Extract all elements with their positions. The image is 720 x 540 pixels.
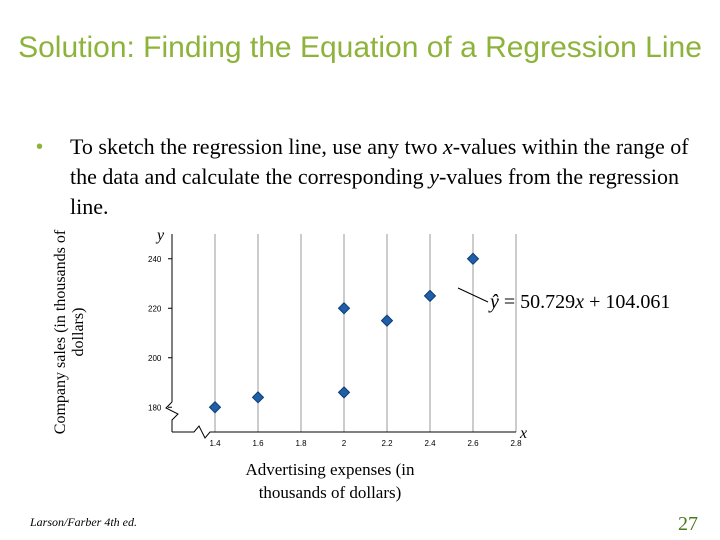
data-point-5 xyxy=(380,314,394,327)
x-tick-label-1.8: 1.8 xyxy=(295,439,307,448)
point-layer xyxy=(208,252,480,414)
y-tick-label-180: 180 xyxy=(148,403,162,412)
grid-layer xyxy=(214,234,517,432)
page-number: 27 xyxy=(678,513,698,535)
bullet-marker: • xyxy=(36,136,44,158)
y-tick-label-220: 220 xyxy=(148,304,162,313)
bullet-text: To sketch the regression line, use any t… xyxy=(70,132,696,222)
data-point-6 xyxy=(423,289,437,303)
equation-rhs-2: + 104.061 xyxy=(584,291,670,313)
bullet-part-1: To sketch the regression line, use any t… xyxy=(70,134,443,159)
x-axis-label: Advertising expenses (in thousands of do… xyxy=(245,460,415,502)
y-axis-break xyxy=(165,401,179,432)
bullet-x-var: x xyxy=(442,134,453,159)
x-tick-label-2.8: 2.8 xyxy=(510,439,522,448)
data-point-2 xyxy=(251,391,265,404)
bullet-part-3: -values from the regression line. xyxy=(70,164,680,219)
data-point-4 xyxy=(337,386,351,399)
equation-var: x xyxy=(574,291,584,313)
y-tick-label-240: 240 xyxy=(148,255,162,264)
data-point-1 xyxy=(208,401,222,414)
y-axis-var: y xyxy=(155,227,165,244)
regression-equation: ŷ = 50.729x + 104.061 xyxy=(488,291,670,313)
bullet-point: • To sketch the regression line, use any… xyxy=(36,132,696,222)
axis-layer xyxy=(165,234,516,439)
x-axis-line xyxy=(172,425,516,439)
bullet-part-2: -values within the range of the data and… xyxy=(70,134,689,189)
equation-pointer-line xyxy=(457,287,489,303)
x-tick-label-1.4: 1.4 xyxy=(209,439,221,448)
equation-rhs-1: = 50.729 xyxy=(499,291,575,313)
slide-title: Solution: Finding the Equation of a Regr… xyxy=(18,31,702,64)
data-point-3 xyxy=(337,302,351,315)
y-axis-label: Company sales (in thousands of dollars) xyxy=(52,229,87,435)
y-tick-label-200: 200 xyxy=(148,354,162,363)
x-tick-label-2.6: 2.6 xyxy=(467,439,479,448)
bullet-y-var: y xyxy=(429,164,439,189)
x-axis-var: x xyxy=(519,425,527,442)
tick-layer: 1.4 1.6 1.8 2 2.2 2.4 2.6 2.8 180 200 220 240 xyxy=(148,255,522,448)
equation-lhs: ŷ xyxy=(488,291,499,313)
x-tick-label-2: 2 xyxy=(342,439,347,448)
footer-source: Larson/Farber 4th ed. xyxy=(30,515,138,529)
x-tick-label-2.2: 2.2 xyxy=(381,439,393,448)
x-tick-label-2.4: 2.4 xyxy=(424,439,436,448)
data-point-7 xyxy=(466,252,480,265)
x-tick-label-1.6: 1.6 xyxy=(252,439,264,448)
